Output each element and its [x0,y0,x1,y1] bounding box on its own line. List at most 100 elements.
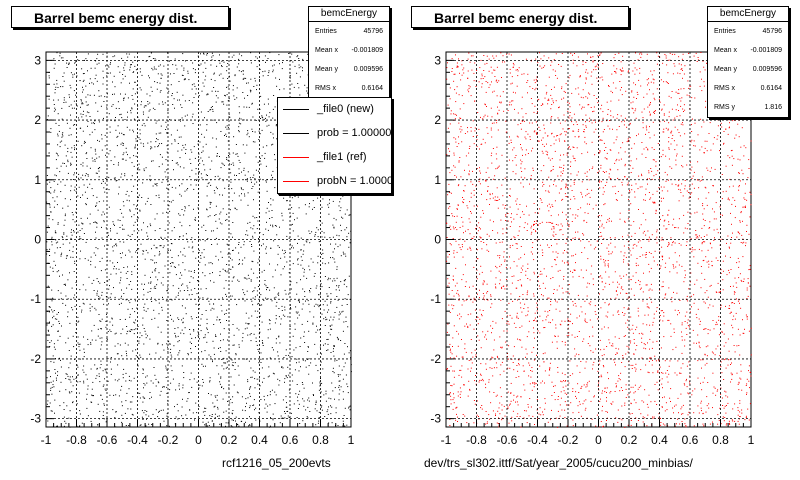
data-point [175,335,176,337]
data-point [733,303,735,304]
data-point [569,74,571,76]
data-point [247,82,249,84]
data-point [47,225,49,227]
data-point [318,389,320,391]
data-point [233,164,235,166]
data-point [119,319,121,320]
data-point [104,134,106,136]
data-point [247,334,249,336]
data-point [671,108,673,110]
data-point [107,280,109,282]
data-point [234,174,235,176]
data-point [515,200,517,202]
data-point [742,173,744,175]
data-point [611,403,613,405]
data-point [746,224,748,226]
data-point [496,267,498,269]
data-point [509,188,511,190]
data-point [78,346,80,348]
data-point [204,414,206,416]
data-point [80,250,81,252]
data-point [745,183,746,185]
data-point [349,214,351,216]
data-point [158,194,160,196]
data-point [184,210,186,212]
data-point [132,98,134,100]
data-point [61,118,63,120]
data-point [232,365,234,367]
data-point [297,396,298,398]
data-point [112,324,114,326]
data-point [342,310,344,312]
data-point [244,97,245,99]
data-point [277,293,279,295]
data-point [180,195,182,197]
data-point [102,415,104,416]
data-point [115,411,117,412]
data-point [687,80,689,82]
data-point [179,388,180,390]
data-point [537,62,539,64]
data-point [202,411,204,413]
data-point [55,372,56,374]
data-point [730,212,731,214]
data-point [530,175,532,177]
data-point [227,422,229,424]
data-point [227,140,229,142]
data-point [80,106,81,108]
data-point [162,101,163,103]
data-point [637,188,639,190]
data-point [566,335,568,337]
data-point [181,415,183,417]
data-point [125,400,127,402]
data-point [211,160,213,162]
data-point [159,228,161,229]
data-point [161,74,163,76]
data-point [145,337,147,339]
data-point [282,249,283,251]
data-point [249,387,251,389]
data-point [252,304,254,306]
data-point [143,222,144,224]
data-point [259,304,261,306]
data-point [329,278,331,280]
data-point [259,315,261,317]
data-point [219,347,221,349]
data-point [295,311,297,313]
data-point [142,373,144,374]
data-point [132,72,134,73]
data-point [93,122,94,124]
data-point [291,207,293,209]
data-point [101,337,103,339]
data-point [248,425,250,427]
data-point [587,104,589,106]
data-point [211,90,213,92]
data-point [481,271,483,273]
data-point [143,145,145,147]
data-point [605,411,607,412]
data-point [339,374,341,376]
data-point [105,369,107,371]
data-point [601,355,603,357]
data-point [278,292,280,294]
data-point [226,213,228,215]
data-point [85,374,87,376]
data-point [177,164,179,166]
data-point [87,53,89,55]
data-point [504,177,506,179]
data-point [477,249,478,251]
data-point [745,417,747,418]
data-point [59,52,61,54]
data-point [685,245,687,246]
data-point [135,251,137,253]
data-point [134,311,136,313]
data-point [71,391,73,393]
data-point [260,294,262,296]
data-point [276,301,278,303]
data-point [290,288,292,290]
data-point [519,204,521,205]
data-point [458,136,459,138]
data-point [748,233,750,235]
data-point [49,306,51,308]
data-point [203,164,205,166]
